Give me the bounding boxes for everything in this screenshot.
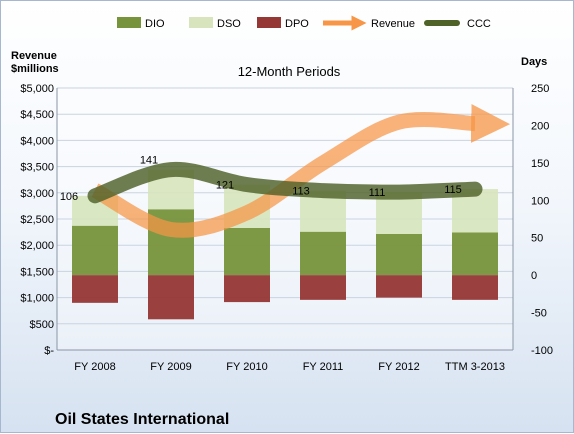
right-tick-label: 150	[531, 158, 549, 170]
legend-label: CCC	[467, 18, 491, 30]
left-tick-label: $1,500	[20, 266, 54, 278]
left-tick-label: $4,000	[20, 135, 54, 147]
right-axis-title: Days	[521, 56, 547, 68]
bar-dio	[224, 227, 270, 276]
bar-dio	[72, 225, 118, 276]
left-tick-label: $500	[30, 319, 54, 331]
x-tick-label: FY 2008	[74, 361, 115, 373]
ccc-data-label: 113	[292, 186, 310, 198]
right-tick-label: 50	[531, 233, 543, 245]
bar-dpo	[376, 275, 422, 298]
bar-dio	[300, 231, 346, 276]
right-tick-label: 200	[531, 120, 549, 132]
right-tick-label: 0	[531, 270, 537, 282]
right-tick-label: 100	[531, 195, 549, 207]
bar-dpo	[72, 275, 118, 303]
legend-swatch	[189, 17, 213, 28]
bar-dio	[376, 233, 422, 276]
x-tick-label: FY 2012	[378, 361, 419, 373]
legend-label: DIO	[145, 18, 165, 30]
legend-label: Revenue	[371, 18, 415, 30]
bar-dio	[452, 232, 498, 276]
left-tick-label: $-	[44, 345, 54, 357]
right-tick-label: 250	[531, 83, 549, 95]
ccc-data-label: 141	[140, 155, 158, 167]
x-tick-label: FY 2011	[303, 361, 344, 373]
x-tick-label: TTM 3-2013	[445, 361, 505, 373]
legend-label: DSO	[217, 18, 241, 30]
legend-swatch	[257, 17, 281, 28]
legend-swatch	[117, 17, 141, 28]
chart-title: 12-Month Periods	[238, 64, 341, 79]
left-tick-label: $5,000	[20, 83, 54, 95]
left-tick-label: $3,000	[20, 188, 54, 200]
x-tick-label: FY 2010	[226, 361, 267, 373]
bar-dpo	[452, 275, 498, 300]
left-tick-label: $1,000	[20, 293, 54, 305]
right-tick-label: -50	[531, 308, 547, 320]
right-tick-label: -100	[531, 345, 553, 357]
left-tick-label: $2,000	[20, 240, 54, 252]
left-tick-label: $2,500	[20, 214, 54, 226]
bar-dpo	[148, 275, 194, 320]
left-tick-label: $4,500	[20, 109, 54, 121]
ccc-data-label: 111	[369, 187, 386, 199]
legend-label: DPO	[285, 18, 309, 30]
left-axis-title: $millions	[11, 63, 59, 75]
bar-dpo	[224, 275, 270, 303]
left-tick-label: $3,500	[20, 162, 54, 174]
ccc-data-label: 115	[444, 184, 462, 196]
footer-title: Oil States International	[55, 411, 229, 428]
ccc-data-label: 121	[216, 180, 234, 192]
ccc-data-label: 106	[60, 191, 78, 203]
x-tick-label: FY 2009	[150, 361, 191, 373]
ccc-line	[87, 161, 483, 204]
left-axis-title: Revenue	[11, 50, 57, 62]
bar-dpo	[300, 275, 346, 300]
